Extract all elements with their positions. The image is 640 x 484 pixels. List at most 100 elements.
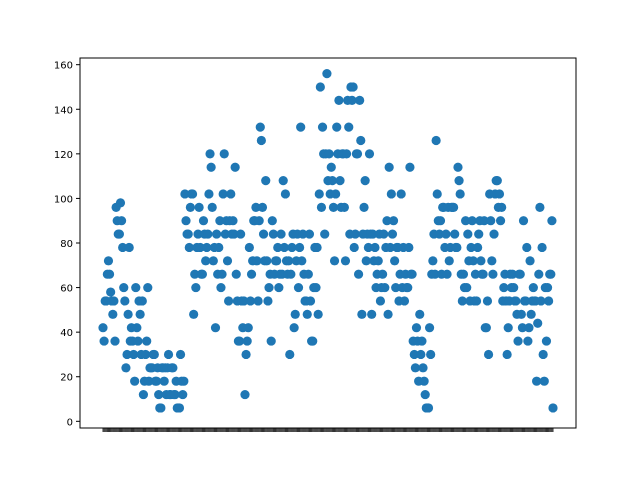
data-point <box>190 269 200 279</box>
data-point <box>133 336 143 346</box>
data-point <box>368 229 378 239</box>
data-point <box>474 229 484 239</box>
y-tick-label: 40 <box>60 328 73 339</box>
data-point <box>360 175 370 186</box>
data-point <box>231 269 241 279</box>
data-point <box>257 202 268 212</box>
data-point <box>344 122 354 132</box>
data-point <box>544 296 554 306</box>
data-point <box>444 256 454 266</box>
data-point <box>124 242 134 253</box>
data-point <box>471 296 482 306</box>
data-point <box>353 269 364 279</box>
data-point <box>386 189 396 199</box>
data-point <box>115 198 126 208</box>
data-point <box>526 309 536 319</box>
data-point <box>481 323 491 333</box>
data-point <box>256 135 266 146</box>
data-point <box>479 216 489 226</box>
data-point <box>262 256 272 266</box>
data-point <box>228 216 238 226</box>
data-point <box>246 269 257 279</box>
data-point <box>128 349 139 360</box>
data-point <box>463 229 473 239</box>
data-point <box>524 323 534 333</box>
data-point <box>217 269 227 279</box>
data-point <box>542 282 553 293</box>
data-point <box>180 189 190 199</box>
data-point <box>387 229 398 239</box>
data-point <box>473 242 483 253</box>
y-ticks: 0 20 40 60 80 100 120 140 160 <box>54 61 80 428</box>
data-point <box>193 229 203 239</box>
data-point <box>114 229 124 239</box>
data-point <box>454 175 464 186</box>
data-point <box>253 296 263 306</box>
data-point <box>528 282 538 293</box>
data-point <box>287 242 297 253</box>
data-point <box>143 282 153 293</box>
data-point <box>522 242 532 253</box>
data-point <box>324 149 334 159</box>
data-point <box>108 309 118 319</box>
data-point <box>431 135 441 146</box>
data-point <box>435 216 446 226</box>
data-point <box>405 162 415 172</box>
data-point <box>181 216 191 226</box>
data-point <box>110 336 120 346</box>
data-point <box>279 242 289 253</box>
data-point <box>263 296 273 306</box>
data-point <box>159 376 169 386</box>
data-point <box>538 349 548 360</box>
y-tick-label: 60 <box>60 284 73 295</box>
data-point <box>273 242 283 253</box>
data-point <box>420 389 430 400</box>
data-point <box>403 282 413 293</box>
data-point <box>175 349 186 360</box>
data-point <box>255 122 265 132</box>
data-point <box>399 296 410 306</box>
data-point <box>442 269 452 279</box>
data-point <box>457 296 467 306</box>
data-point <box>258 229 269 239</box>
data-point <box>210 323 221 333</box>
data-point <box>303 269 313 279</box>
data-point <box>219 149 229 159</box>
data-point <box>452 242 462 253</box>
data-point <box>211 229 222 239</box>
data-point <box>341 149 352 159</box>
data-point <box>261 175 271 186</box>
data-point <box>206 162 216 172</box>
data-point <box>142 336 152 346</box>
data-point <box>130 376 140 386</box>
data-point <box>106 287 116 297</box>
data-point <box>201 256 211 266</box>
data-point <box>486 216 496 226</box>
data-point <box>185 202 195 212</box>
data-point <box>356 135 366 146</box>
data-point <box>207 202 217 212</box>
data-point <box>348 82 358 92</box>
data-point <box>278 175 288 186</box>
data-point <box>516 309 526 319</box>
data-point <box>441 229 451 239</box>
data-point <box>244 242 254 253</box>
data-point <box>375 296 386 306</box>
data-point <box>537 242 547 253</box>
data-point <box>332 122 342 132</box>
data-point <box>254 216 264 226</box>
data-point <box>370 242 380 253</box>
data-point <box>495 216 506 226</box>
data-point <box>320 229 330 239</box>
data-point <box>466 242 476 253</box>
data-point <box>245 296 256 306</box>
data-point <box>170 389 180 400</box>
data-point <box>204 189 214 199</box>
data-point <box>123 309 133 319</box>
data-point <box>515 269 525 279</box>
data-point <box>189 309 199 319</box>
data-point <box>434 229 445 239</box>
y-tick-label: 0 <box>67 417 73 428</box>
data-point <box>149 349 159 360</box>
